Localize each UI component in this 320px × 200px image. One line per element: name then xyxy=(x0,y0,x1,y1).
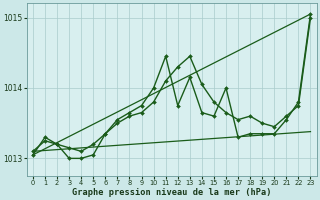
X-axis label: Graphe pression niveau de la mer (hPa): Graphe pression niveau de la mer (hPa) xyxy=(72,188,271,197)
